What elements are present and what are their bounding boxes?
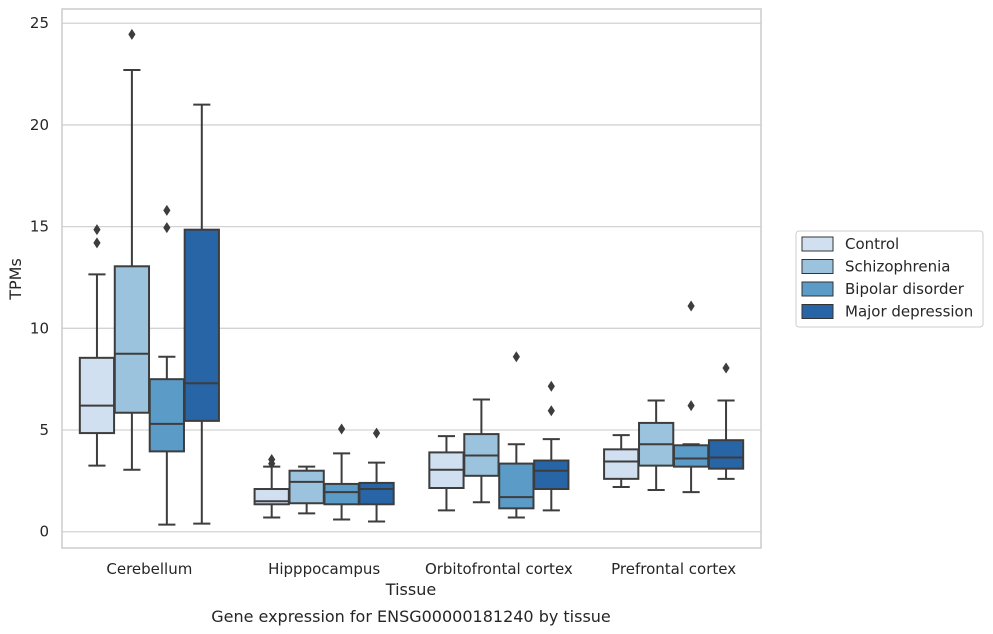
- y-tick-label: 10: [30, 319, 49, 337]
- outlier-point: [338, 423, 346, 435]
- outlier-point: [372, 427, 381, 439]
- box-schizophrenia: [113, 28, 151, 471]
- legend-label: Schizophrenia: [845, 258, 950, 276]
- outlier-point: [93, 224, 101, 236]
- legend-swatch: [801, 304, 834, 319]
- chart-caption: Gene expression for ENSG00000181240 by t…: [211, 607, 611, 626]
- legend-swatch: [801, 259, 834, 274]
- box-body: [148, 378, 185, 453]
- legend-label: Major depression: [845, 303, 973, 321]
- box-control: [253, 454, 290, 519]
- box-major-depression: [533, 380, 570, 512]
- plot-frame: [61, 8, 762, 549]
- y-tick-label: 0: [39, 523, 49, 541]
- x-tick-labels: Cerebellum Hipppocampus Orbitofrontal cort…: [106, 560, 736, 578]
- outlier-point: [547, 405, 555, 417]
- outlier-point: [687, 300, 695, 312]
- box-body: [707, 439, 745, 470]
- outlier-point: [512, 351, 520, 363]
- box-control: [603, 434, 640, 488]
- box-body: [603, 448, 640, 480]
- outlier-point: [163, 222, 171, 234]
- box-bipolar-disorder: [498, 351, 535, 519]
- box-body: [78, 356, 116, 435]
- box-bipolar-disorder: [672, 300, 710, 494]
- box-schizophrenia: [638, 399, 675, 492]
- box-body: [533, 459, 570, 491]
- outlier-point: [128, 28, 136, 40]
- box-groups: [78, 28, 745, 526]
- box-bipolar-disorder: [148, 204, 185, 526]
- y-tick-label: 15: [30, 218, 49, 236]
- legend: Control Schizophrenia Bipolar disorder Majo…: [795, 230, 984, 328]
- legend-label: Control: [845, 235, 899, 253]
- box-body: [358, 481, 395, 506]
- box-body: [288, 469, 325, 505]
- legend-label: Bipolar disorder: [845, 280, 965, 298]
- outlier-point: [268, 454, 276, 466]
- y-tick-label: 25: [30, 14, 49, 32]
- x-tick-label: Hipppocampus: [268, 560, 380, 578]
- x-tick-label: Prefrontal cortex: [611, 560, 736, 578]
- y-tick-label: 5: [39, 421, 49, 439]
- outlier-point: [687, 400, 695, 412]
- outlier-point: [547, 380, 555, 392]
- legend-swatch: [801, 281, 834, 297]
- box-control: [78, 224, 116, 467]
- box-major-depression: [358, 427, 395, 523]
- outlier-point: [163, 204, 171, 216]
- box-body: [672, 444, 710, 468]
- box-control: [428, 435, 465, 512]
- box-body: [498, 462, 535, 510]
- outlier-point: [93, 237, 101, 249]
- legend-swatch: [801, 236, 834, 252]
- y-axis-label: TPMs: [6, 258, 25, 301]
- outlier-point: [722, 362, 730, 374]
- box-body: [113, 265, 151, 414]
- box-bipolar-disorder: [323, 423, 360, 521]
- y-tick-labels: 0 5 10 15 20 25: [30, 14, 49, 540]
- box-major-depression: [707, 362, 745, 480]
- y-tick-label: 20: [30, 116, 49, 134]
- box-body: [183, 228, 220, 422]
- box-major-depression: [183, 103, 220, 525]
- box-schizophrenia: [463, 398, 500, 504]
- legend-frame: [795, 230, 984, 328]
- box-body: [323, 482, 360, 506]
- box-schizophrenia: [288, 465, 325, 515]
- x-tick-label: Cerebellum: [106, 560, 192, 578]
- x-axis-label: Tissue: [385, 580, 436, 599]
- x-tick-label: Orbitofrontal cortex: [425, 560, 573, 578]
